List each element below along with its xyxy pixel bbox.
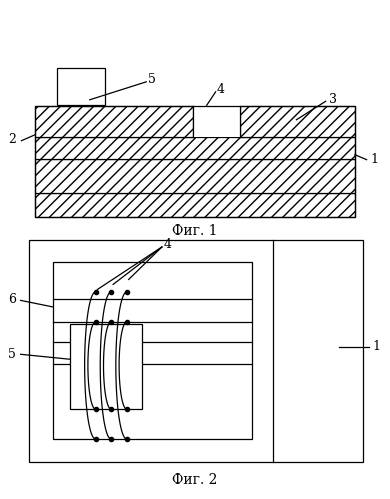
- Text: 1: 1: [370, 153, 378, 166]
- Text: 5: 5: [148, 73, 156, 86]
- Text: 2: 2: [8, 133, 16, 146]
- Bar: [70, 324, 142, 409]
- Bar: [29, 240, 363, 462]
- Bar: [35, 193, 355, 217]
- Text: 1: 1: [372, 340, 380, 353]
- Bar: [35, 159, 355, 193]
- Bar: [193, 106, 240, 137]
- Bar: [35, 137, 355, 159]
- Text: 4: 4: [216, 83, 224, 96]
- Bar: [57, 68, 105, 105]
- Text: 4: 4: [164, 238, 172, 251]
- Bar: [35, 106, 193, 137]
- Text: 6: 6: [8, 293, 16, 306]
- Bar: [53, 262, 252, 439]
- Bar: [35, 106, 355, 217]
- Text: Фиг. 1: Фиг. 1: [172, 224, 218, 238]
- Bar: [240, 106, 355, 137]
- Text: Фиг. 2: Фиг. 2: [172, 473, 218, 487]
- Text: 3: 3: [330, 93, 337, 106]
- Text: 5: 5: [8, 348, 16, 361]
